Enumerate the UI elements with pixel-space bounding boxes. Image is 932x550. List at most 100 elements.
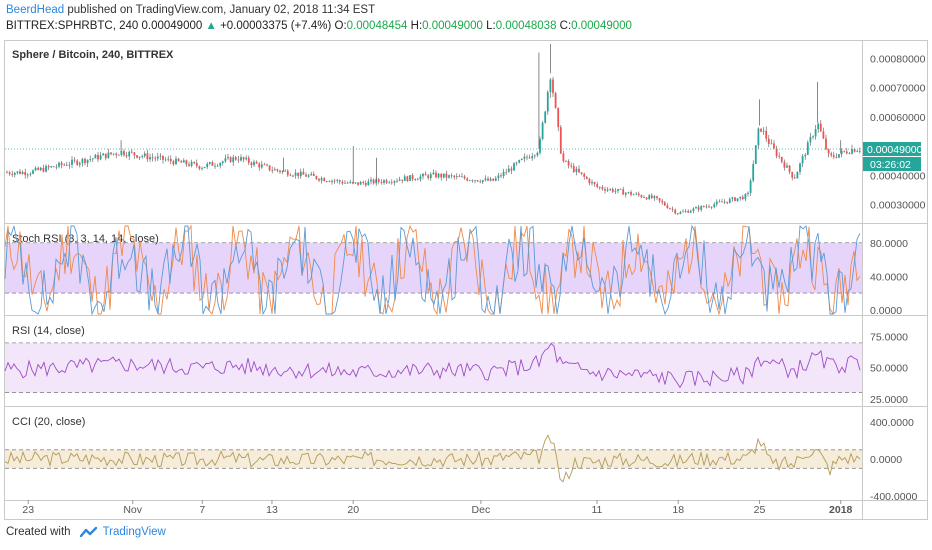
- candle-body: [676, 213, 679, 215]
- candle-body: [661, 200, 664, 203]
- price-panel-title: Sphere / Bitcoin, 240, BITTREX: [12, 49, 174, 61]
- candle-body: [572, 165, 575, 172]
- candle-body: [156, 156, 159, 159]
- candle-body: [656, 196, 658, 198]
- footer: Created with TradingView: [6, 526, 166, 538]
- candle-body: [476, 180, 479, 182]
- candles-group: [6, 43, 861, 216]
- candle-body: [671, 208, 674, 210]
- candle-body: [622, 189, 625, 195]
- candle-body: [617, 189, 619, 191]
- candle-body: [601, 187, 604, 190]
- candle-body: [822, 131, 825, 139]
- candle-body: [780, 157, 783, 162]
- candle-body: [253, 161, 255, 165]
- indicator-title: RSI (14, close): [12, 325, 85, 337]
- candle-body: [624, 192, 627, 195]
- open-value: 0.00048454: [346, 20, 408, 32]
- low-value: 0.00048038: [495, 20, 557, 32]
- author-link[interactable]: BeerdHead: [6, 4, 65, 16]
- candle-body: [229, 157, 232, 163]
- candle-body: [263, 164, 266, 166]
- candle-body: [468, 180, 471, 182]
- candle-body: [81, 158, 84, 163]
- candle-body: [422, 173, 424, 177]
- candle-body: [37, 167, 40, 170]
- high-value: 0.00049000: [422, 20, 483, 32]
- candle-body: [424, 173, 427, 176]
- candle-body: [411, 175, 414, 180]
- candle-body: [734, 197, 736, 201]
- candle-body: [549, 79, 552, 93]
- candle-body: [689, 211, 692, 213]
- candle-body: [107, 152, 110, 159]
- candle-body: [398, 179, 401, 181]
- candle-body: [39, 167, 42, 170]
- tradingview-link[interactable]: TradingView: [79, 526, 166, 538]
- candle-body: [97, 154, 99, 160]
- candle-body: [11, 173, 14, 175]
- indicator-line: [4, 224, 861, 316]
- candle-body: [406, 176, 409, 181]
- candle-body: [757, 128, 760, 146]
- candle-body: [679, 212, 682, 214]
- candle-body: [21, 172, 24, 174]
- last-price-badge: [863, 142, 921, 157]
- candle-body: [149, 157, 151, 160]
- candle-body: [78, 162, 81, 165]
- x-tick-label: 7: [199, 504, 205, 516]
- candle-body: [385, 180, 388, 183]
- candle-body: [357, 182, 359, 185]
- candle-body: [216, 165, 219, 167]
- candle-body: [643, 197, 645, 198]
- candle-body: [294, 172, 297, 176]
- candle-body: [606, 189, 609, 191]
- candle-body: [559, 127, 562, 154]
- candle-body: [364, 182, 367, 186]
- tradingview-logo-icon: [79, 526, 97, 538]
- candle-body: [297, 172, 300, 177]
- candle-body: [450, 175, 453, 177]
- candle-body: [250, 162, 253, 165]
- candle-body: [838, 154, 840, 158]
- candle-body: [546, 92, 549, 112]
- candle-body: [523, 156, 526, 159]
- candle-body: [448, 175, 450, 178]
- symbol-label: BITTREX:SPHRBTC, 240: [6, 20, 139, 32]
- chart-header: BeerdHead published on TradingView.com, …: [6, 2, 926, 34]
- candle-body: [507, 168, 510, 173]
- candle-body: [843, 150, 846, 152]
- candle-body: [463, 176, 466, 179]
- candle-body: [362, 182, 365, 183]
- candle-body: [778, 156, 781, 158]
- candle-body: [331, 180, 333, 182]
- publish-line: BeerdHead published on TradingView.com, …: [6, 2, 926, 18]
- candle-body: [89, 159, 92, 160]
- candle-body: [45, 166, 47, 172]
- candle-body: [346, 182, 349, 184]
- indicator-tick-label: 50.0000: [870, 363, 908, 375]
- candle-body: [747, 192, 749, 195]
- candle-body: [432, 172, 435, 175]
- candle-body: [310, 173, 313, 176]
- published-text: published on TradingView.com, January 02…: [67, 4, 376, 16]
- candle-body: [221, 161, 224, 164]
- candle-body: [705, 206, 708, 208]
- x-tick-label: 13: [266, 504, 278, 516]
- candle-body: [479, 181, 482, 183]
- candle-body: [817, 123, 820, 130]
- candle-body: [380, 181, 383, 183]
- candle-body: [99, 155, 102, 160]
- candle-body: [247, 157, 250, 163]
- candle-body: [299, 171, 302, 177]
- candle-body: [237, 159, 240, 161]
- indicator-line: [4, 434, 861, 483]
- candle-body: [388, 182, 391, 184]
- candle-body: [773, 143, 775, 149]
- candle-body: [695, 207, 697, 209]
- candle-body: [120, 151, 123, 155]
- candle-body: [544, 111, 547, 123]
- candle-body: [736, 198, 739, 201]
- candle-body: [63, 164, 66, 166]
